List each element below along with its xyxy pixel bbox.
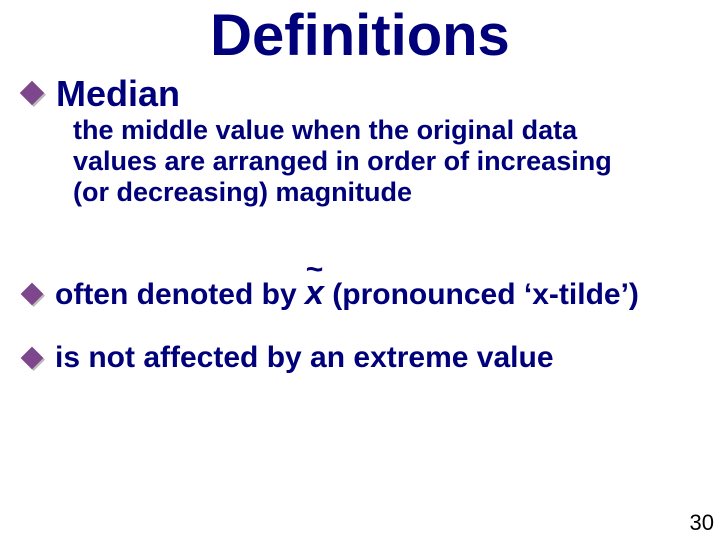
slide-title: Definitions <box>0 2 720 69</box>
bullet-row-median: Median <box>0 73 720 115</box>
bullet-row-extreme: is not affected by an extreme value <box>0 341 720 375</box>
slide: { "colors": { "title": "#00007a", "term"… <box>0 2 720 540</box>
diamond-bullet-icon <box>18 79 46 107</box>
line2-post: (pronounced ‘x-tilde’) <box>324 278 639 311</box>
page-number: 30 <box>690 510 714 536</box>
tilde-mark: ~ <box>306 253 324 287</box>
bullet-row-often: often denoted by ~x (pronounced ‘x-tilde… <box>0 274 720 313</box>
line-not-affected: is not affected by an extreme value <box>55 341 554 375</box>
diamond-bullet-icon <box>19 281 45 307</box>
line-often-denoted: often denoted by ~x (pronounced ‘x-tilde… <box>55 274 639 313</box>
line2-pre: often denoted by <box>55 278 305 311</box>
x-tilde-symbol: ~x <box>305 274 324 313</box>
definition-text: the middle value when the original data … <box>73 115 633 208</box>
term-median: Median <box>56 73 180 115</box>
diamond-bullet-icon <box>19 345 45 371</box>
